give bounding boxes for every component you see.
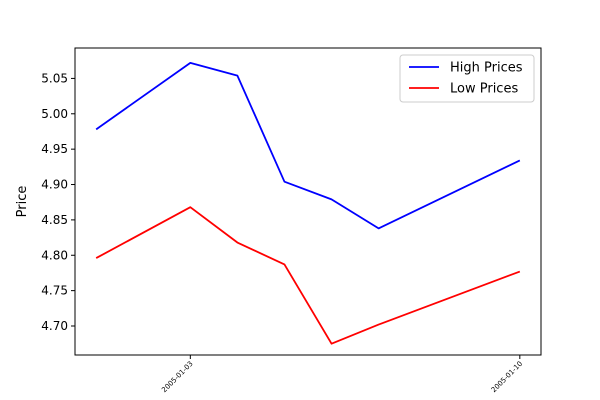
y-tick-label: 5.00 xyxy=(41,107,68,121)
plot-content xyxy=(95,61,521,345)
plot-frame xyxy=(74,47,542,356)
y-axis: 4.70 4.75 4.80 4.85 4.90 4.95 5.00 5.05 xyxy=(41,71,75,333)
legend: High Prices Low Prices xyxy=(399,54,535,103)
legend-label-low-prices: Low Prices xyxy=(450,82,518,97)
y-tick-label: 4.75 xyxy=(41,284,68,298)
y-tick-label: 4.85 xyxy=(41,213,68,227)
y-tick-label: 4.95 xyxy=(41,142,68,156)
series-line-high-prices xyxy=(95,61,521,230)
y-axis-label: Price xyxy=(15,186,30,218)
y-tick-label: 4.70 xyxy=(41,319,68,333)
legend-label-high-prices: High Prices xyxy=(450,61,523,76)
y-tick-label: 5.05 xyxy=(41,71,68,85)
y-tick-label: 4.90 xyxy=(41,178,68,192)
series-line-low-prices xyxy=(95,206,521,345)
y-tick-label: 4.80 xyxy=(41,248,68,262)
